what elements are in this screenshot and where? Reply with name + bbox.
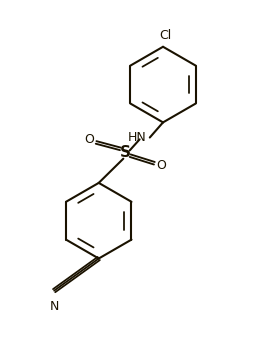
Text: N: N (50, 300, 59, 313)
Text: O: O (156, 159, 166, 172)
Text: Cl: Cl (159, 29, 171, 42)
Text: S: S (120, 145, 131, 160)
Text: O: O (84, 133, 94, 146)
Text: HN: HN (127, 131, 146, 144)
